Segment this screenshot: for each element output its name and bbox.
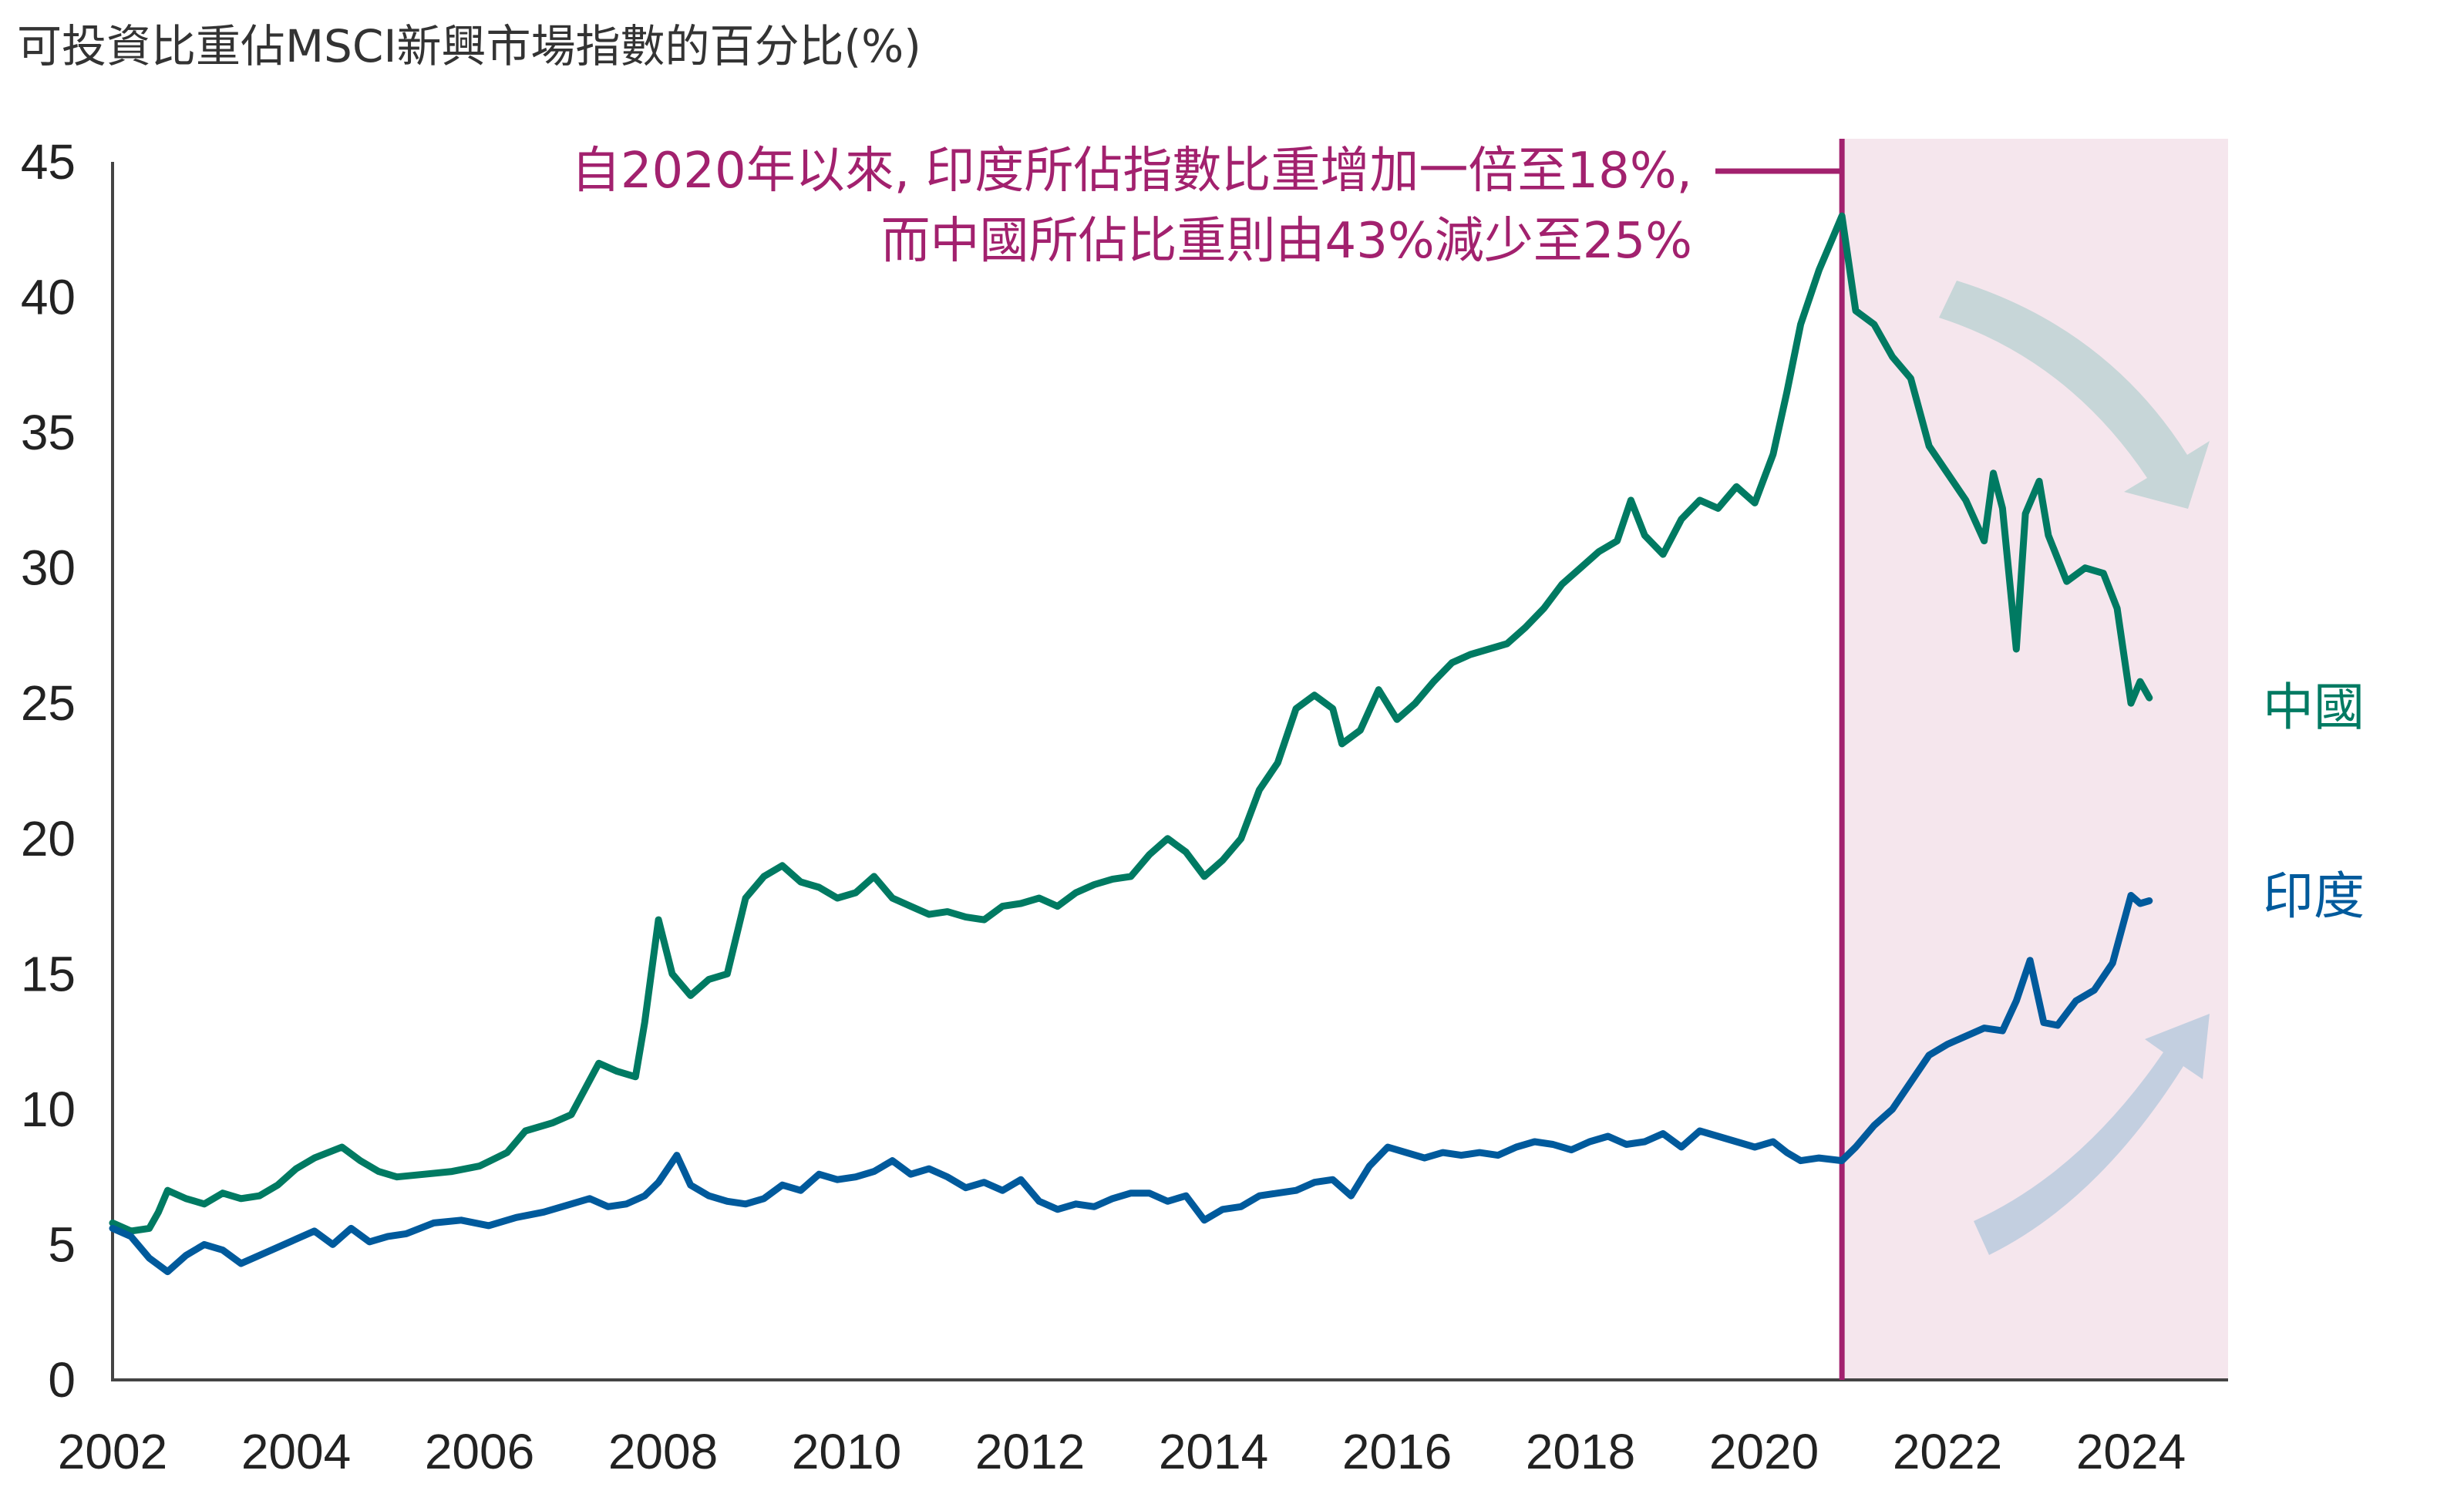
series-line-china <box>109 212 2153 1235</box>
down-trend-arrow <box>1939 281 2210 509</box>
x-tick-label: 2020 <box>1709 1424 1819 1479</box>
up-trend-arrow <box>1974 1014 2210 1255</box>
annotation-line-2: 而中國所佔比重則由43%減少至25% <box>881 213 1693 270</box>
series-group <box>109 212 2153 1276</box>
y-tick-label: 30 <box>21 540 76 596</box>
x-tick-labels: 2002 2004 2006 2008 2010 2012 2014 2016 2018 2020… <box>58 1424 2186 1479</box>
y-tick-label: 45 <box>21 134 76 190</box>
y-tick-label: 5 <box>48 1216 76 1272</box>
y-tick-label: 20 <box>21 811 76 866</box>
y-tick-label: 15 <box>21 946 76 1001</box>
legend-india: 印度 <box>2263 866 2365 926</box>
y-tick-label: 35 <box>21 405 76 460</box>
y-tick-labels: 0 5 10 15 20 25 30 35 40 45 <box>21 134 76 1408</box>
chart-title: 可投資比重佔MSCI新興市場指數的百分比(%) <box>17 20 921 72</box>
annotation-line-1: 自2020年以來, 印度所佔指數比重增加一倍至18%, <box>571 143 1692 200</box>
x-tick-label: 2006 <box>425 1424 534 1479</box>
y-tick-label: 40 <box>21 270 76 325</box>
x-tick-label: 2010 <box>792 1424 901 1479</box>
x-tick-label: 2018 <box>1526 1424 1635 1479</box>
y-tick-label: 0 <box>48 1352 76 1408</box>
x-tick-label: 2008 <box>608 1424 718 1479</box>
x-tick-label: 2012 <box>975 1424 1085 1479</box>
axes <box>111 162 2228 1381</box>
legend-china: 中國 <box>2263 678 2365 737</box>
x-tick-label: 2014 <box>1159 1424 1268 1479</box>
y-tick-label: 25 <box>21 675 76 731</box>
x-tick-label: 2024 <box>2076 1424 2186 1479</box>
x-tick-label: 2002 <box>58 1424 167 1479</box>
series-line-india <box>109 892 2153 1276</box>
x-tick-label: 2022 <box>1893 1424 2002 1479</box>
x-tick-label: 2004 <box>241 1424 351 1479</box>
x-tick-label: 2016 <box>1342 1424 1452 1479</box>
trend-arrows <box>1939 281 2210 1255</box>
y-tick-label: 10 <box>21 1082 76 1137</box>
